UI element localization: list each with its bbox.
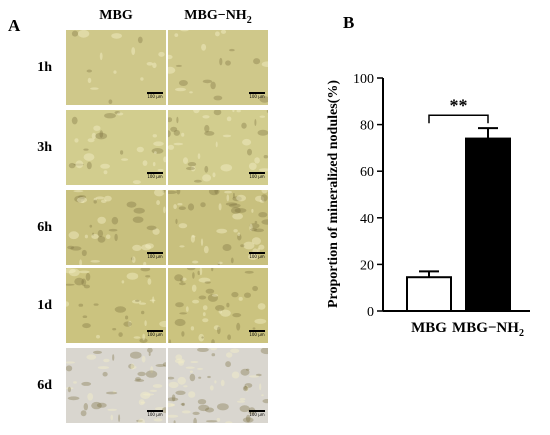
micrograph-6d-mbg: 100 μm [66, 348, 166, 423]
column-label-mbg-text: MBG [99, 8, 133, 23]
scale-bar: 100 μm [249, 252, 265, 262]
column-label-mbg-nh2-sub: 2 [246, 14, 252, 26]
panel-b-letter: B [343, 13, 354, 32]
scale-bar-label: 100 μm [147, 412, 163, 417]
scale-bar: 100 μm [249, 172, 265, 182]
x-tick-label-text-0: MBG [411, 320, 447, 336]
x-tick-label-text-1: MBG−NH [452, 320, 519, 336]
y-tick-label-20: 20 [360, 258, 374, 273]
scale-bar: 100 μm [249, 330, 265, 340]
scale-bar: 100 μm [147, 92, 163, 102]
scale-bar: 100 μm [147, 410, 163, 420]
scale-bar-label: 100 μm [147, 254, 163, 259]
scale-bar-label: 100 μm [147, 332, 163, 337]
micrograph-6h-mbg-nh2: 100 μm [168, 190, 268, 265]
scale-bar: 100 μm [147, 172, 163, 182]
scale-bar-label: 100 μm [147, 94, 163, 99]
significance-bracket [428, 114, 489, 124]
y-axis-label: Proportion of mineralized nodules(%) [326, 80, 341, 308]
scale-bar: 100 μm [147, 330, 163, 340]
column-label-mbg-nh2-text: MBG−NH [184, 8, 247, 23]
panel-a-letter: A [8, 16, 21, 35]
scale-bar: 100 μm [249, 92, 265, 102]
scale-bar-label: 100 μm [249, 174, 265, 179]
scale-bar-label: 100 μm [249, 332, 265, 337]
micrograph-6d-mbg-nh2: 100 μm [168, 348, 268, 423]
scale-bar-label: 100 μm [249, 412, 265, 417]
y-tick-label-40: 40 [360, 212, 374, 227]
bar-0 [406, 276, 452, 312]
row-label-6d: 6d [37, 378, 52, 393]
scale-bar: 100 μm [249, 410, 265, 420]
x-tick-label-1: MBG−NH2 [452, 320, 524, 339]
scale-bar-label: 100 μm [249, 254, 265, 259]
bar-1 [465, 137, 511, 312]
column-label-mbg-nh2: MBG−NH2 [168, 8, 268, 26]
x-tick-label-sub-1: 2 [519, 328, 524, 339]
y-tick-label-80: 80 [360, 119, 374, 134]
row-label-1h: 1h [37, 60, 52, 75]
y-tick-label-60: 60 [360, 165, 374, 180]
row-label-1d: 1d [37, 298, 52, 313]
x-tick-label-0: MBG [411, 320, 447, 336]
significance-label: ** [450, 95, 468, 115]
micrograph-6h-mbg: 100 μm [66, 190, 166, 265]
scale-bar-label: 100 μm [147, 174, 163, 179]
micrograph-1d-mbg: 100 μm [66, 268, 166, 343]
micrograph-3h-mbg-nh2: 100 μm [168, 110, 268, 185]
row-label-6h: 6h [37, 220, 52, 235]
row-label-3h: 3h [37, 140, 52, 155]
column-label-mbg: MBG [66, 8, 166, 26]
y-tick-label-100: 100 [353, 72, 374, 87]
micrograph-1h-mbg-nh2: 100 μm [168, 30, 268, 105]
y-tick-label-0: 0 [367, 305, 374, 320]
micrograph-1d-mbg-nh2: 100 μm [168, 268, 268, 343]
micrograph-3h-mbg: 100 μm [66, 110, 166, 185]
scale-bar-label: 100 μm [249, 94, 265, 99]
micrograph-1h-mbg: 100 μm [66, 30, 166, 105]
scale-bar: 100 μm [147, 252, 163, 262]
